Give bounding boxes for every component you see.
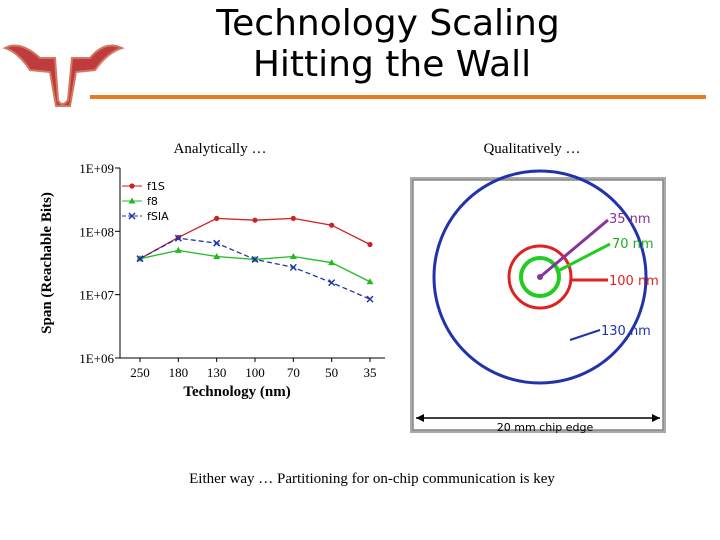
data-point	[128, 197, 136, 204]
series-line	[139, 237, 371, 300]
chip	[412, 179, 664, 431]
heading: Qualitatively …	[483, 141, 580, 157]
data-point	[329, 222, 335, 228]
diagram-label: 35 nm	[609, 212, 651, 227]
data-point	[251, 255, 259, 263]
x-tick-label: 130	[207, 365, 227, 380]
x-tick-label: 35	[364, 365, 377, 380]
data-point	[174, 246, 182, 253]
x-tick-label: 50	[325, 365, 338, 380]
data-point	[289, 253, 297, 260]
data-point	[128, 212, 136, 220]
caption: Either way … Partitioning for on-chip co…	[189, 471, 555, 487]
data-point	[213, 253, 221, 260]
chip-edge-label: 20 mm chip edge	[497, 421, 594, 434]
title-line: Hitting the Wall	[253, 44, 531, 85]
data-point	[328, 259, 336, 266]
data-point	[367, 241, 373, 248]
y-tick-label: 1E+08	[79, 224, 114, 239]
legend-label: f8	[147, 195, 158, 208]
data-point	[174, 234, 182, 242]
data-point	[328, 279, 336, 287]
chip-diagram: 35 nm 70 nm 100 nm 130 nm 20 mm chip edg…	[410, 169, 666, 434]
heading: Analytically …	[174, 141, 267, 157]
logo	[2, 44, 125, 107]
x-tick-label: 180	[169, 365, 189, 380]
y-tick-label: 1E+07	[79, 288, 114, 303]
data-point	[290, 215, 296, 222]
x-tick-label: 250	[130, 365, 150, 380]
series-line	[139, 249, 371, 283]
data-point	[366, 278, 374, 285]
data-point	[252, 217, 258, 223]
series-line	[139, 217, 371, 260]
x-tick-label: 70	[287, 365, 300, 380]
legend-label: f1S	[147, 180, 165, 193]
data-point	[213, 239, 221, 247]
data-point	[366, 295, 374, 303]
diagram-label: 100 nm	[609, 274, 659, 289]
chart: 1E+06 1E+07 1E+08 1E+09 250 180 130 100 70 50 35 Te…	[39, 161, 385, 400]
data-point	[136, 255, 144, 263]
data-point	[289, 263, 297, 271]
y-tick-label: 1E+09	[79, 161, 114, 176]
diagram-label: 130 nm	[601, 324, 651, 339]
x-tick-label: 100	[245, 365, 265, 380]
data-point	[129, 183, 135, 189]
legend-label: fSIA	[147, 210, 169, 223]
y-axis-title: Span (Reachable Bits)	[39, 192, 55, 334]
data-point	[214, 215, 220, 222]
x-axis-title: Technology (nm)	[183, 384, 290, 400]
diagram-label: 70 nm	[612, 237, 654, 252]
title-line: Technology Scaling	[215, 3, 559, 44]
y-tick-label: 1E+06	[79, 351, 114, 366]
